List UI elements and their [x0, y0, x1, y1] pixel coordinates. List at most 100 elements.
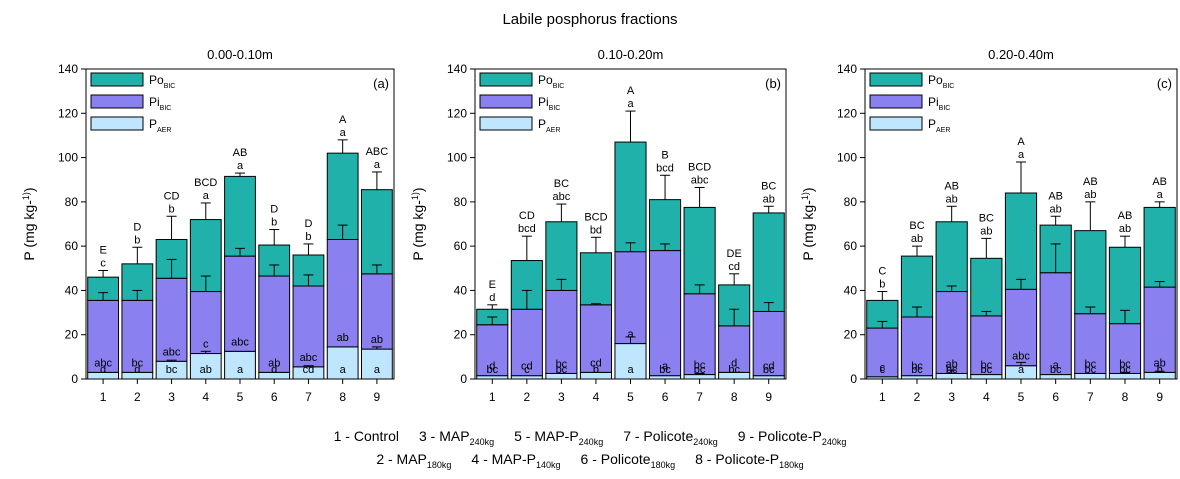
- significance-letter: d: [100, 364, 106, 376]
- total-significance-letter: AB: [1118, 210, 1133, 222]
- y-tick-label: 80: [454, 195, 468, 209]
- significance-letter: bcd: [518, 223, 536, 235]
- panel-label: (c): [1157, 76, 1172, 91]
- panel-label: (b): [765, 76, 781, 91]
- pi-bic-segment: [224, 255, 256, 352]
- significance-letter: a: [237, 160, 244, 172]
- significance-letter: abc: [553, 191, 571, 203]
- po-bic-segment: [614, 141, 647, 253]
- total-significance-letter: BC: [909, 220, 924, 232]
- total-significance-letter: A: [1017, 136, 1025, 148]
- treatment-key-item: 8 - Policote-P180kg: [695, 451, 804, 470]
- pi-bic-segment: [1004, 288, 1038, 367]
- significance-letter: a: [340, 127, 347, 139]
- legend-swatch: [90, 116, 144, 131]
- y-tick-label: 0: [850, 372, 857, 386]
- significance-letter: bc: [694, 360, 706, 372]
- legend-swatch: [869, 116, 923, 131]
- significance-letter: c: [524, 364, 530, 376]
- x-tick-label: 1: [100, 390, 107, 404]
- pi-bic-segment: [292, 285, 325, 368]
- significance-letter: bd: [590, 224, 602, 236]
- y-tick-label: 140: [447, 62, 467, 76]
- y-axis-label: P (mg kg-1)): [21, 187, 37, 260]
- total-significance-letter: B: [661, 149, 668, 161]
- plot-frame: [864, 68, 1178, 380]
- legend-label: PoBIC: [928, 73, 954, 90]
- total-significance-letter: CD: [519, 210, 535, 222]
- legend-label: PoBIC: [149, 73, 175, 90]
- significance-letter: bc: [981, 364, 993, 376]
- legend-label: PiBIC: [538, 95, 560, 112]
- legend-label: PoBIC: [538, 73, 564, 90]
- x-tick-label: 2: [914, 390, 921, 404]
- y-tick-label: 20: [844, 328, 858, 342]
- x-tick-label: 8: [339, 390, 346, 404]
- x-tick-label: 4: [202, 390, 209, 404]
- significance-letter: d: [271, 364, 277, 376]
- pi-bic-segment: [1143, 286, 1176, 373]
- total-significance-letter: BCD: [584, 211, 607, 223]
- po-bic-segment: [1108, 246, 1142, 325]
- significance-letter: bc: [1085, 358, 1097, 370]
- x-tick-label: 6: [1052, 390, 1059, 404]
- significance-letter: abc: [691, 174, 709, 186]
- pi-bic-segment: [326, 239, 359, 348]
- panel-label: (a): [373, 76, 389, 91]
- significance-letter: bc: [1119, 364, 1131, 376]
- x-tick-label: 9: [374, 390, 381, 404]
- legend-swatch: [90, 94, 144, 109]
- pi-bic-segment: [121, 299, 154, 373]
- legend: PoBIC PiBIC PAER: [479, 72, 564, 134]
- significance-letter: bc: [1119, 358, 1131, 370]
- significance-letter: cd: [521, 361, 533, 373]
- significance-letter: bc: [763, 364, 775, 376]
- y-tick-label: 120: [837, 106, 857, 120]
- pi-bic-segment: [970, 315, 1003, 376]
- significance-letter: bc: [166, 364, 178, 376]
- x-tick-label: 5: [237, 390, 244, 404]
- significance-letter: a: [662, 361, 669, 373]
- significance-letter: cd: [590, 357, 602, 369]
- legend: PoBIC PiBIC PAER: [869, 72, 954, 134]
- x-tick-label: 9: [765, 390, 772, 404]
- significance-letter: a: [627, 364, 634, 376]
- x-tick-label: 3: [168, 390, 175, 404]
- x-tick-label: 7: [1087, 390, 1094, 404]
- significance-letter: b: [134, 234, 140, 246]
- x-tick-label: 1: [879, 390, 886, 404]
- pi-bic-segment: [545, 289, 578, 374]
- y-tick-label: 20: [454, 328, 468, 342]
- treatment-key-item: 5 - MAP-P240kg: [514, 428, 604, 447]
- x-tick-label: 2: [134, 390, 141, 404]
- significance-letter: ab: [1154, 357, 1166, 369]
- plot-frame: [474, 68, 787, 380]
- pi-bic-segment: [900, 316, 934, 377]
- y-tick-label: 60: [844, 239, 858, 253]
- pi-bic-segment: [579, 304, 612, 373]
- chart-panel-1: 0.00-0.10m P (mg kg-1)) 0 20 40 60 80 100 120 140…: [21, 47, 395, 404]
- significance-letter: bc: [694, 364, 706, 376]
- pi-bic-segment: [752, 310, 785, 377]
- legend-swatch: [479, 116, 533, 131]
- po-bic-segment: [1143, 206, 1176, 288]
- significance-letter: a: [1157, 189, 1164, 201]
- treatment-key-item: 4 - MAP-P140kg: [471, 451, 561, 470]
- po-bic-segment: [579, 252, 612, 306]
- significance-letter: bc: [659, 364, 671, 376]
- po-bic-segment: [224, 175, 256, 257]
- y-tick-label: 80: [65, 195, 79, 209]
- y-tick-label: 40: [844, 283, 858, 297]
- y-tick-label: 140: [837, 62, 857, 76]
- legend-label: PAER: [538, 117, 560, 134]
- significance-letter: ab: [268, 357, 280, 369]
- x-tick-label: 3: [948, 390, 955, 404]
- pi-bic-segment: [649, 250, 682, 377]
- significance-letter: c: [880, 364, 886, 376]
- total-significance-letter: BC: [761, 180, 776, 192]
- significance-letter: d: [731, 357, 737, 369]
- total-significance-letter: AB: [944, 180, 959, 192]
- figure-title: Labile posphorus fractions: [502, 11, 677, 28]
- significance-letter: bc: [132, 357, 144, 369]
